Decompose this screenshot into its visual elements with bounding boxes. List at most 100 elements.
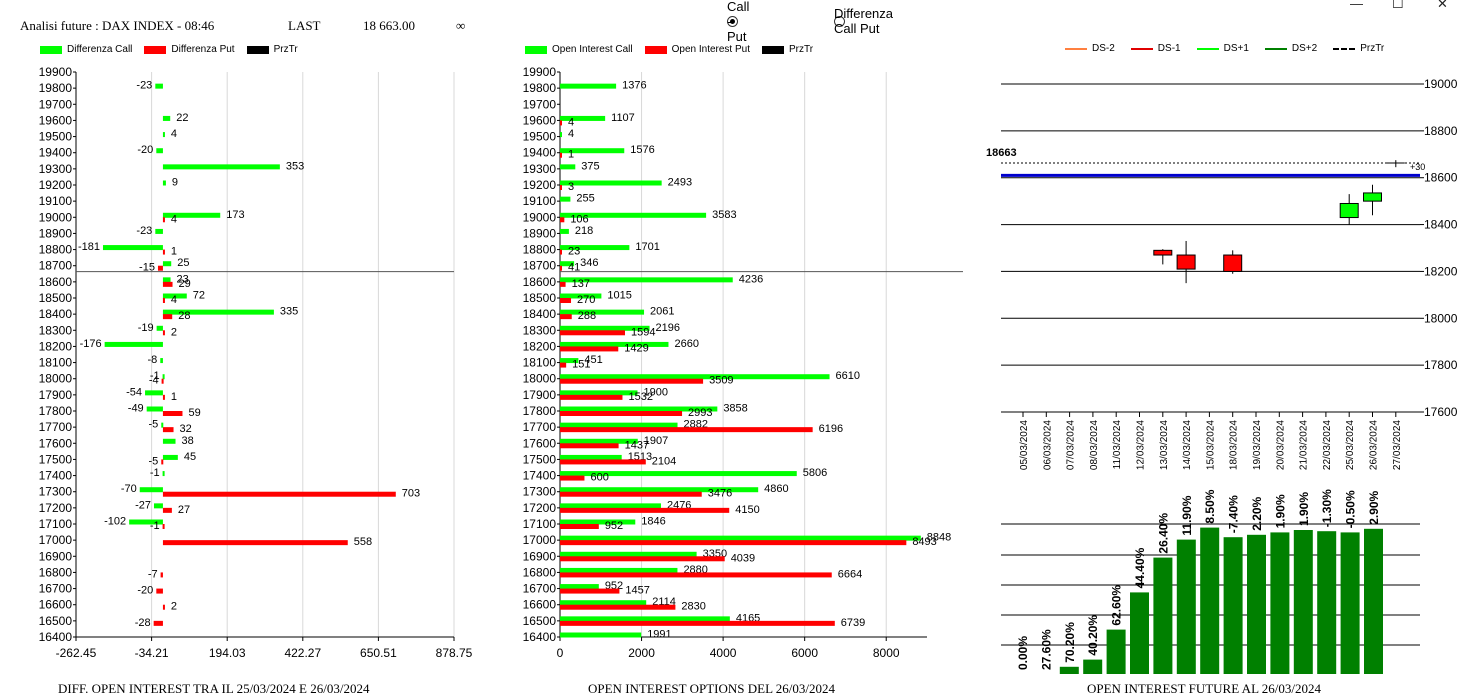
oi-bar-call: [560, 341, 669, 347]
oi-bar-value: 1437: [625, 439, 649, 451]
future-bar-label: 62.60%: [1110, 585, 1124, 626]
oi-bar-put: [560, 411, 683, 416]
future-bar: [1223, 537, 1243, 674]
oi-bar-call: [560, 228, 569, 234]
header-bar: Analisi future : DAX INDEX - 08:46 LAST …: [0, 0, 1459, 44]
diff-strike-label: 18300: [39, 323, 73, 337]
future-bar: [1106, 629, 1126, 674]
diff-bar-put: [162, 281, 173, 287]
legend-swatch-green: [40, 45, 62, 54]
future-bar: [1293, 530, 1313, 674]
minimize-icon[interactable]: —: [1350, 0, 1363, 11]
oi-bar-value: 1015: [607, 290, 631, 302]
future-bar: [1200, 527, 1220, 674]
candle-date-label: 25/03/2024: [1345, 420, 1356, 470]
diff-strike-label: 18800: [39, 243, 73, 257]
oi-bar-put: [560, 443, 619, 449]
oi-strike-label: 18400: [523, 307, 557, 321]
diff-bar-value: 38: [182, 435, 194, 447]
oi-strike-label: 19600: [523, 113, 557, 127]
oi-bar-put: [560, 185, 562, 190]
oi-bar-value: 6196: [819, 423, 843, 435]
diff-strike-label: 17800: [39, 404, 73, 418]
oi-bar-value: 6610: [836, 370, 860, 382]
oi-bar-value: 3476: [708, 488, 732, 500]
last-value: 18 663.00: [363, 18, 415, 33]
diff-bar-value: 335: [280, 306, 298, 318]
future-bar: [1130, 592, 1149, 674]
oi-xtick-label: 8000: [873, 646, 900, 660]
radio-differenza-dot[interactable]: [834, 15, 845, 27]
candle-date-label: 08/03/2024: [1089, 420, 1100, 470]
future-bar: [1340, 532, 1360, 674]
oi-bar-call: [560, 325, 650, 331]
diff-bar-put: [162, 427, 174, 433]
legend-line-orange: [1065, 47, 1087, 50]
oi-bar-put: [560, 378, 704, 384]
candle-date-label: 07/03/2024: [1066, 420, 1077, 470]
future-bar-label: 26.40%: [1156, 513, 1170, 554]
diff-bar-put: [156, 588, 163, 594]
future-bar-label: -7.40%: [1227, 495, 1241, 533]
oi-strike-label: 17700: [523, 420, 557, 434]
diff-xtick-label: 650.51: [360, 646, 397, 660]
diff-bar-value: 32: [180, 423, 192, 435]
diff-bar-value: -102: [104, 516, 126, 528]
candle-date-label: 05/03/2024: [1019, 420, 1030, 470]
candle-date-label: 27/03/2024: [1392, 420, 1403, 470]
oi-strike-label: 18900: [523, 226, 557, 240]
diff-xtick-label: -34.21: [135, 646, 169, 660]
oi-bar-value: 3: [568, 181, 574, 193]
legend-label: PrzTr: [1360, 43, 1385, 54]
diff-strike-label: 19100: [39, 194, 73, 208]
diff-bar-value: -23: [136, 80, 152, 92]
legend-line-darkgreen: [1264, 47, 1287, 50]
candle-date-label: 26/03/2024: [1369, 420, 1380, 470]
oi-bar-value: 1107: [611, 112, 635, 124]
oi-bar-put: [560, 362, 567, 368]
oi-bar-value: 1376: [622, 80, 646, 92]
candle-date-label: 19/03/2024: [1252, 420, 1263, 470]
oi-bar-put: [560, 572, 832, 578]
diff-strike-label: 16800: [39, 565, 73, 579]
diff-bar-call: [162, 180, 166, 186]
close-icon[interactable]: ✕: [1437, 0, 1448, 11]
oi-bar-call: [560, 503, 661, 509]
diff-strike-label: 18200: [39, 339, 73, 353]
diff-strike-label: 18900: [39, 226, 73, 240]
oi-strike-label: 19200: [523, 178, 557, 192]
oi-bar-value: 952: [605, 520, 623, 532]
diff-bar-value: -49: [128, 403, 144, 415]
oi-bar-value: 2993: [688, 407, 712, 419]
oi-bar-call: [560, 245, 630, 251]
diff-xtick-label: 878.75: [436, 646, 473, 660]
oi-bar-call: [560, 132, 562, 138]
oi-bar-call: [560, 471, 797, 477]
maximize-icon[interactable]: ☐: [1392, 0, 1404, 11]
diff-bar-call: [129, 519, 163, 525]
diff-bar-call: [102, 245, 163, 251]
oi-bar-value: 4236: [739, 273, 763, 285]
oi-bar-value: 2660: [674, 338, 698, 350]
radio-call-put-dot[interactable]: [727, 15, 738, 27]
legend-line-dashed: [1333, 47, 1356, 50]
oi-bar-value: 346: [580, 257, 598, 269]
diff-bar-call: [156, 148, 163, 154]
diff-bar-call: [145, 390, 163, 396]
future-bar: [1317, 531, 1337, 674]
oi-bar-call: [560, 390, 638, 396]
oi-bar-call: [560, 551, 697, 557]
oi-strike-label: 16400: [523, 630, 557, 644]
radio-differenza-label: Differenza Call Put: [834, 6, 894, 36]
diff-bar-call: [162, 164, 280, 170]
oi-bar-value: 4: [568, 116, 574, 128]
oi-bar-call: [560, 83, 617, 89]
legend-item-ds-1: DS-1: [1130, 43, 1181, 54]
legend-item-ds+2: DS+2: [1264, 43, 1317, 54]
candle-ytick-label: 17600: [1424, 405, 1458, 419]
oi-bar-value: 2493: [668, 177, 692, 189]
oi-bar-put: [560, 588, 620, 594]
oi-bar-value: 4860: [764, 483, 788, 495]
oi-bar-put: [560, 346, 619, 352]
legend-item-oi-call: Open Interest Call: [525, 44, 633, 55]
